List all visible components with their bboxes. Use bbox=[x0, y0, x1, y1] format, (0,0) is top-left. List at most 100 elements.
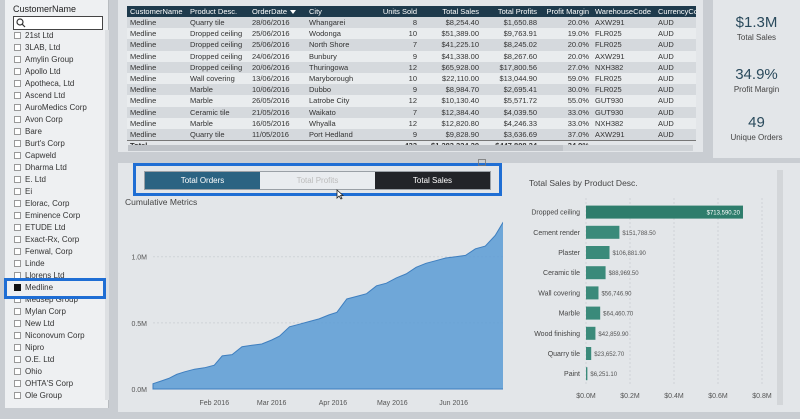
checkbox[interactable] bbox=[14, 259, 21, 267]
checkbox[interactable] bbox=[14, 355, 21, 363]
slicer-item[interactable]: Eminence Corp bbox=[14, 210, 109, 222]
slicer-item[interactable]: Nipro bbox=[14, 341, 109, 353]
x-tick-label: Apr 2016 bbox=[319, 400, 348, 407]
checkbox[interactable] bbox=[14, 379, 21, 387]
table-cell: 33.0% bbox=[540, 106, 592, 118]
slicer-item[interactable]: E. Ltd bbox=[14, 174, 109, 186]
table-row[interactable]: Medline Dropped ceiling 25/06/2016 Wodonga 1… bbox=[127, 28, 696, 40]
checkbox[interactable] bbox=[14, 200, 21, 208]
slicer-item[interactable]: Dharma Ltd bbox=[14, 162, 109, 174]
checkbox[interactable] bbox=[14, 104, 21, 112]
table-horizontal-scrollbar[interactable] bbox=[128, 145, 693, 151]
scrollbar-thumb[interactable] bbox=[128, 145, 563, 151]
bar[interactable] bbox=[586, 347, 592, 360]
column-header[interactable]: Units Sold bbox=[374, 6, 420, 17]
checkbox[interactable] bbox=[14, 391, 21, 399]
focus-mode-icon[interactable] bbox=[478, 159, 486, 166]
slicer-item[interactable]: Avon Corp bbox=[14, 114, 109, 126]
checkbox[interactable] bbox=[14, 343, 21, 351]
slicer-item[interactable]: Capweld bbox=[14, 150, 109, 162]
slicer-item[interactable]: Elorac, Corp bbox=[14, 198, 109, 210]
slicer-item[interactable]: Niconovum Corp bbox=[14, 329, 109, 341]
bar[interactable] bbox=[586, 205, 743, 219]
column-header[interactable]: WarehouseCode bbox=[592, 6, 655, 17]
checkbox[interactable] bbox=[14, 92, 21, 100]
slicer-item[interactable]: Fenwal, Corp bbox=[14, 245, 109, 257]
slicer-item[interactable]: OHTA'S Corp bbox=[14, 377, 109, 389]
slicer-item[interactable]: Exact-Rx, Corp bbox=[14, 233, 109, 245]
slicer-item[interactable]: Ascend Ltd bbox=[14, 90, 109, 102]
slicer-item[interactable]: Apollo Ltd bbox=[14, 66, 109, 78]
total-sales-button[interactable]: Total Sales bbox=[375, 172, 490, 189]
checkbox[interactable] bbox=[14, 176, 21, 184]
slicer-item[interactable]: 21st Ltd bbox=[14, 30, 109, 42]
bar[interactable] bbox=[586, 367, 588, 381]
checkbox[interactable] bbox=[14, 164, 21, 172]
bar[interactable] bbox=[586, 326, 596, 340]
checkbox[interactable] bbox=[14, 128, 21, 136]
table-row[interactable]: Medline Marble 26/05/2016 Latrobe City 12 $10… bbox=[127, 95, 696, 107]
column-header[interactable]: Profit Margin bbox=[540, 6, 592, 17]
checkbox[interactable] bbox=[14, 80, 21, 88]
slicer-item[interactable]: Linde bbox=[14, 257, 109, 269]
table-row[interactable]: Medline Dropped ceiling 25/06/2016 North Sh… bbox=[127, 39, 696, 51]
checkbox[interactable] bbox=[14, 56, 21, 64]
checkbox[interactable] bbox=[14, 116, 21, 124]
checkbox[interactable] bbox=[14, 152, 21, 160]
slicer-item[interactable]: New Ltd bbox=[14, 317, 109, 329]
table-row[interactable]: Medline Marble 16/05/2016 Whyalla 12 $12,820.… bbox=[127, 117, 696, 129]
slicer-item[interactable]: ETUDE Ltd bbox=[14, 222, 109, 234]
column-header[interactable]: CustomerName bbox=[127, 6, 187, 17]
checkbox[interactable] bbox=[14, 32, 21, 40]
checkbox[interactable] bbox=[14, 247, 21, 255]
checkbox[interactable] bbox=[14, 235, 21, 243]
checkbox[interactable] bbox=[14, 44, 21, 52]
slicer-item[interactable]: O.E. Ltd bbox=[14, 353, 109, 365]
table-row[interactable]: Medline Dropped ceiling 24/06/2016 Bunbury 9… bbox=[127, 50, 696, 62]
checkbox[interactable] bbox=[14, 223, 21, 231]
column-header[interactable]: CurrencyCo bbox=[655, 6, 696, 17]
checkbox[interactable] bbox=[14, 212, 21, 220]
bar[interactable] bbox=[586, 225, 620, 239]
table-row[interactable]: Medline Quarry tile 11/05/2016 Port Hedland… bbox=[127, 128, 696, 141]
table-row[interactable]: Medline Marble 10/06/2016 Dubbo 9 $8,984.70 $2… bbox=[127, 84, 696, 96]
checkbox[interactable] bbox=[14, 367, 21, 375]
slicer-scrollbar[interactable] bbox=[105, 30, 109, 400]
slicer-search-input[interactable] bbox=[13, 16, 103, 30]
column-header[interactable]: Product Desc. bbox=[187, 6, 249, 17]
total-orders-button[interactable]: Total Orders bbox=[145, 172, 260, 189]
table-row[interactable]: Medline Ceramic tile 21/05/2016 Waikato 7 $12… bbox=[127, 106, 696, 118]
slicer-item[interactable]: Ohio bbox=[14, 365, 109, 377]
table-row[interactable]: Medline Quarry tile 28/06/2016 Whangarei 8 $8… bbox=[127, 17, 696, 29]
slicer-item[interactable]: AuroMedics Corp bbox=[14, 102, 109, 114]
checkbox[interactable] bbox=[14, 307, 21, 315]
slicer-item[interactable]: Burt's Corp bbox=[14, 138, 109, 150]
slicer-item[interactable]: Ei bbox=[14, 186, 109, 198]
bar[interactable] bbox=[586, 286, 599, 300]
cumulative-area[interactable] bbox=[152, 219, 503, 390]
column-header[interactable]: Total Sales bbox=[420, 6, 482, 17]
page-vertical-scrollbar[interactable] bbox=[777, 170, 783, 405]
table-row[interactable]: Medline Dropped ceiling 20/06/2016 Thuringo… bbox=[127, 61, 696, 73]
slicer-item[interactable]: Bare bbox=[14, 126, 109, 138]
total-profits-button[interactable]: Total Profits bbox=[260, 172, 375, 189]
slicer-item[interactable]: Amylin Group bbox=[14, 54, 109, 66]
slicer-item[interactable]: 3LAB, Ltd bbox=[14, 42, 109, 54]
checkbox[interactable] bbox=[14, 140, 21, 148]
slicer-item[interactable]: Ole Group bbox=[14, 389, 109, 401]
bar[interactable] bbox=[586, 246, 610, 259]
slicer-item[interactable]: Mylan Corp bbox=[14, 305, 109, 317]
bar[interactable] bbox=[586, 266, 606, 280]
column-header[interactable]: Total Profits bbox=[482, 6, 540, 17]
bar[interactable] bbox=[586, 306, 601, 320]
column-header[interactable]: City bbox=[306, 6, 374, 17]
slicer-item[interactable]: Apotheca, Ltd bbox=[14, 78, 109, 90]
table-row[interactable]: Medline Wall covering 13/06/2016 Maryboroug… bbox=[127, 72, 696, 85]
checkbox[interactable] bbox=[14, 68, 21, 76]
column-header[interactable]: OrderDate bbox=[249, 6, 306, 17]
slicer-item[interactable]: Medline bbox=[14, 281, 109, 293]
checkbox[interactable] bbox=[14, 319, 21, 327]
checkbox[interactable] bbox=[14, 331, 21, 339]
checkbox[interactable] bbox=[14, 188, 21, 196]
checkbox[interactable] bbox=[14, 283, 21, 291]
